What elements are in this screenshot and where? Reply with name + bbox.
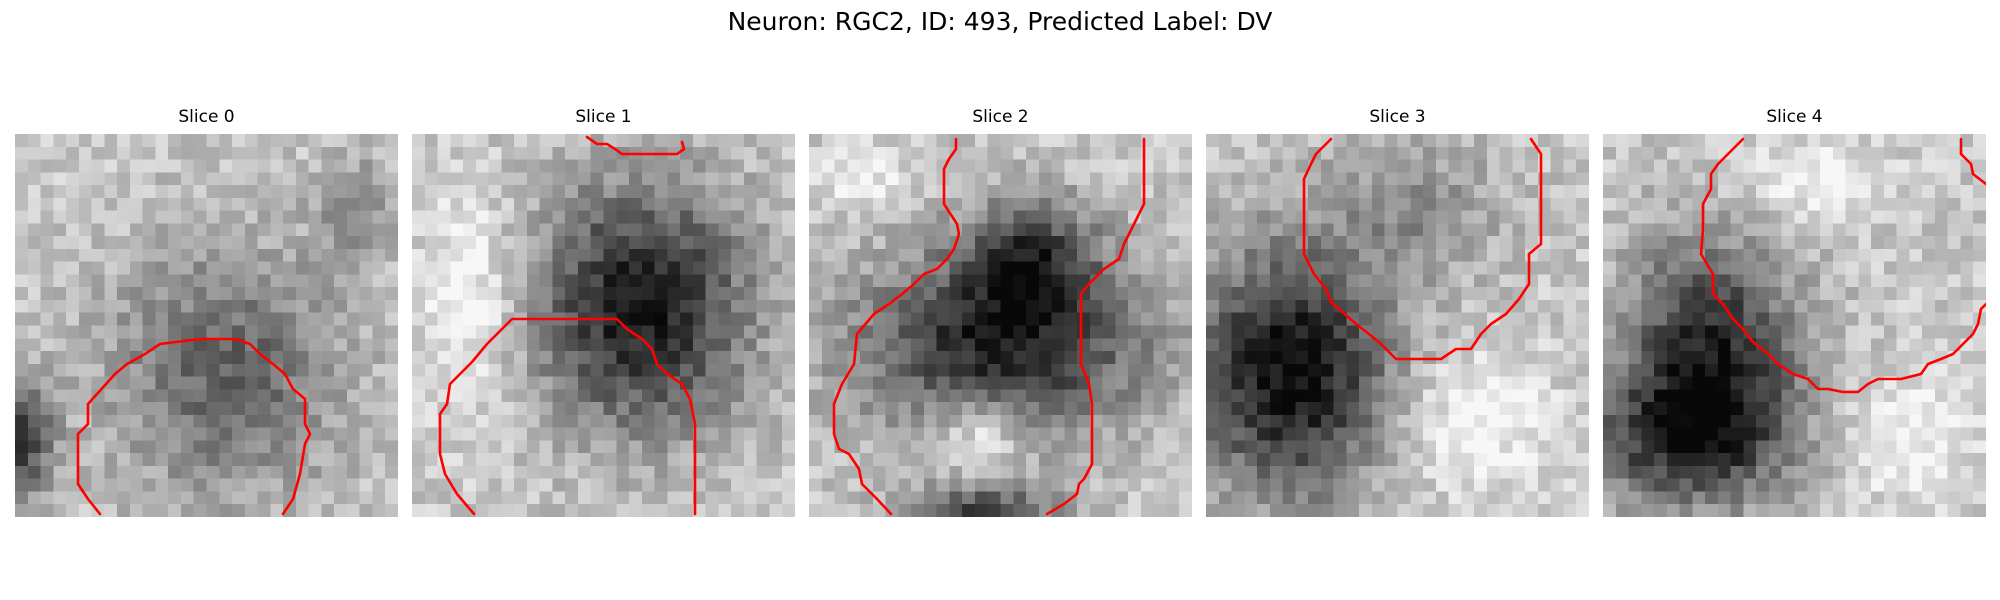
slice-title: Slice 2	[809, 105, 1192, 129]
slice-image	[412, 134, 795, 517]
slice-panel-1: Slice 1	[412, 105, 795, 129]
slice-title: Slice 0	[15, 105, 398, 129]
segmentation-contour	[1304, 139, 1541, 359]
slice-panel-3: Slice 3	[1206, 105, 1589, 129]
slice-panel-0: Slice 0	[15, 105, 398, 129]
slice-panel-4: Slice 4	[1603, 105, 1986, 129]
segmentation-contour	[78, 339, 310, 514]
contour-overlay	[1206, 134, 1589, 517]
slice-title: Slice 1	[412, 105, 795, 129]
contour-overlay	[809, 134, 1192, 517]
slice-image	[1603, 134, 1986, 517]
slice-title: Slice 4	[1603, 105, 1986, 129]
segmentation-contour	[1701, 139, 1986, 392]
slice-panel-2: Slice 2	[809, 105, 1192, 129]
figure-title: Neuron: RGC2, ID: 493, Predicted Label: …	[0, 5, 2000, 39]
slice-title: Slice 3	[1206, 105, 1589, 129]
segmentation-contour	[1047, 139, 1144, 514]
segmentation-contour	[834, 139, 959, 514]
contour-overlay	[1603, 134, 1986, 517]
contour-overlay	[412, 134, 795, 517]
slice-image	[1206, 134, 1589, 517]
contour-overlay	[15, 134, 398, 517]
slice-image	[15, 134, 398, 517]
slice-image	[809, 134, 1192, 517]
segmentation-contour	[587, 137, 684, 154]
segmentation-contour	[1961, 139, 1986, 184]
segmentation-contour	[440, 319, 695, 514]
